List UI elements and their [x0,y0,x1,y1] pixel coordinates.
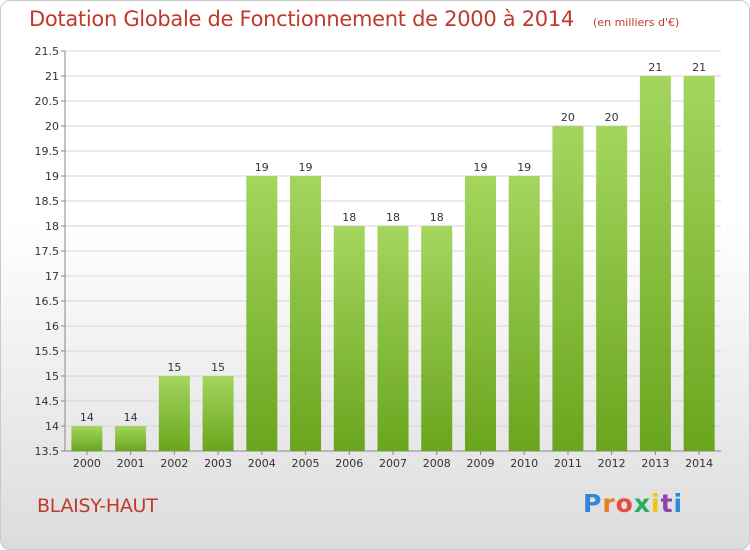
data-label-2013: 21 [648,61,662,74]
bar-2002 [158,376,190,451]
data-label-2006: 18 [342,211,356,224]
commune-name: BLAISY-HAUT [37,495,158,517]
y-tick-label: 19 [45,170,59,183]
chart-subtitle: (en milliers d'€) [593,16,680,29]
y-tick-label: 20.5 [35,95,60,108]
brand-letter: r [602,489,616,518]
data-label-2001: 14 [124,411,138,424]
bar-2008 [421,226,453,451]
brand-letter: P [583,489,603,518]
y-tick-label: 16 [45,320,59,333]
brand-letter: x [633,489,651,518]
y-tick-label: 13.5 [35,445,60,458]
data-label-2005: 19 [299,161,313,174]
bar-2009 [464,176,496,451]
bar-2006 [333,226,365,451]
chart-title: Dotation Globale de Fonctionnement de 20… [29,7,574,31]
y-tick-label: 15.5 [35,345,60,358]
bar-2012 [596,126,628,451]
x-tick-label: 2014 [685,457,713,470]
bar-2005 [290,176,322,451]
data-label-2008: 18 [430,211,444,224]
data-label-2004: 19 [255,161,269,174]
data-label-2014: 21 [692,61,706,74]
bar-2013 [639,76,671,451]
proxiti-logo: Proxiti [583,489,683,518]
x-tick-label: 2004 [248,457,276,470]
bar-layer [71,76,715,451]
bar-2003 [202,376,234,451]
brand-letter: i [673,489,684,518]
bar-2001 [115,426,147,451]
data-label-2011: 20 [561,111,575,124]
data-label-2002: 15 [167,361,181,374]
x-tick-label: 2007 [379,457,407,470]
brand-letter: i [651,489,661,518]
data-label-2007: 18 [386,211,400,224]
x-tick-label: 2012 [598,457,626,470]
y-tick-label: 18 [45,220,59,233]
bar-2007 [377,226,409,451]
x-tick-label: 2001 [117,457,145,470]
x-tick-label: 2011 [554,457,582,470]
y-tick-label: 21.5 [35,45,60,58]
y-tick-label: 19.5 [35,145,60,158]
title-row: Dotation Globale de Fonctionnement de 20… [29,7,679,31]
y-tick-label: 14.5 [35,395,60,408]
bar-2004 [246,176,278,451]
x-tick-label: 2006 [335,457,363,470]
data-label-2000: 14 [80,411,94,424]
x-tick-label: 2009 [466,457,494,470]
x-tick-label: 2000 [73,457,101,470]
data-label-2003: 15 [211,361,225,374]
y-tick-label: 17.5 [35,245,60,258]
bar-2010 [508,176,540,451]
y-tick-label: 16.5 [35,295,60,308]
brand-letter: o [615,489,634,518]
brand-letter: t [660,489,674,518]
y-tick-label: 18.5 [35,195,60,208]
y-tick-label: 15 [45,370,59,383]
data-label-2009: 19 [473,161,487,174]
y-tick-label: 21 [45,70,59,83]
x-tick-label: 2013 [641,457,669,470]
y-tick-label: 17 [45,270,59,283]
y-tick-label: 20 [45,120,59,133]
bar-2000 [71,426,103,451]
x-tick-label: 2005 [292,457,320,470]
label-layer: 13.5 14 14.5 15 15.5 16 16.5 17 17.5 18 18.5 19 19.5… [35,45,714,470]
x-tick-label: 2002 [160,457,188,470]
x-tick-label: 2010 [510,457,538,470]
bar-2014 [683,76,715,451]
x-tick-label: 2008 [423,457,451,470]
bar-2011 [552,126,584,451]
data-label-2010: 19 [517,161,531,174]
y-tick-label: 14 [45,420,59,433]
data-label-2012: 20 [605,111,619,124]
x-tick-label: 2003 [204,457,232,470]
